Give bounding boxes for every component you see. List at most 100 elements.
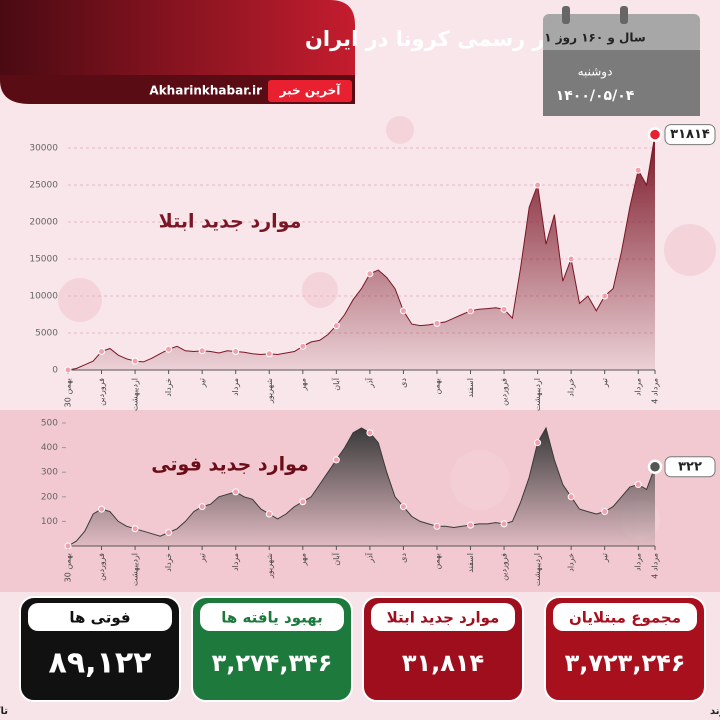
marker bbox=[64, 366, 72, 374]
x-tick-label: آبان bbox=[331, 552, 341, 566]
marker bbox=[634, 481, 642, 488]
x-tick-label: 4 مرداد bbox=[651, 378, 660, 404]
x-tick-label: اردیبهشت bbox=[533, 378, 542, 411]
marker bbox=[265, 350, 273, 358]
x-tick-label: فروردین bbox=[500, 378, 509, 406]
x-tick-label: تیر bbox=[198, 553, 207, 563]
x-tick-label: آذر bbox=[364, 377, 374, 388]
marker bbox=[198, 347, 206, 355]
y-tick-label: 200 bbox=[41, 492, 58, 502]
marker bbox=[64, 542, 72, 550]
header-strip bbox=[0, 75, 355, 104]
marker bbox=[299, 498, 307, 506]
x-tick-label: شهریور bbox=[265, 378, 274, 404]
chart-title: موارد جدید ابتلا bbox=[159, 211, 302, 233]
x-tick-label: 30 بهمن bbox=[64, 378, 73, 407]
x-tick-label: خرداد bbox=[567, 553, 576, 572]
marker bbox=[500, 305, 508, 313]
marker bbox=[634, 166, 642, 174]
marker bbox=[265, 510, 273, 518]
area-fill bbox=[68, 427, 655, 546]
x-tick-label: آذر bbox=[364, 552, 374, 563]
y-tick-label: 25000 bbox=[29, 181, 58, 191]
stat-value: ۳۱,۸۱۴ bbox=[402, 649, 484, 677]
x-tick-label: اسفند bbox=[466, 553, 475, 573]
marker bbox=[601, 508, 609, 516]
stat-label-box bbox=[200, 603, 344, 631]
marker bbox=[232, 348, 240, 355]
last-marker bbox=[647, 459, 663, 475]
marker bbox=[131, 525, 139, 533]
marker bbox=[399, 307, 407, 315]
y-tick-label: 300 bbox=[41, 468, 58, 478]
area-fill bbox=[68, 134, 655, 370]
x-tick-label: تیر bbox=[198, 378, 207, 388]
marker bbox=[366, 429, 374, 437]
y-tick-label: 400 bbox=[41, 443, 58, 453]
x-tick-label: مرداد bbox=[231, 553, 240, 571]
stat-label-box bbox=[553, 603, 697, 631]
x-tick-label: خرداد bbox=[567, 378, 576, 397]
stat-value: ۳,۷۲۳,۲۴۶ bbox=[565, 649, 686, 677]
y-tick-label: 0 bbox=[52, 366, 58, 376]
value-label: ۳۲۲ bbox=[678, 459, 702, 474]
marker bbox=[98, 348, 106, 355]
header-title: آمار رسمی کرونا در ایران bbox=[305, 26, 574, 51]
x-tick-label: مرداد bbox=[634, 553, 643, 571]
chart: 0 5000 10000 15000 20000 25000 30000 30 بهمن فرو… bbox=[29, 124, 716, 411]
value-label-box bbox=[664, 456, 716, 478]
x-tick-label: خرداد bbox=[164, 378, 173, 397]
x-tick-label: مهر bbox=[298, 378, 307, 391]
x-tick-label: 4 مرداد bbox=[651, 553, 660, 579]
marker bbox=[165, 345, 173, 353]
x-tick-label: اردیبهشت bbox=[533, 553, 542, 586]
marker bbox=[131, 357, 139, 365]
x-tick-label: تیر bbox=[600, 378, 609, 388]
x-tick-label: فروردین bbox=[500, 553, 509, 581]
x-tick-label: اسفند bbox=[466, 378, 475, 398]
x-tick-label: 30 بهمن bbox=[64, 553, 73, 582]
marker bbox=[467, 521, 475, 529]
marker bbox=[567, 493, 575, 501]
y-tick-label: 100 bbox=[41, 517, 58, 527]
stat-value: ۸۹,۱۲۲ bbox=[49, 646, 152, 681]
marker bbox=[433, 522, 441, 530]
y-tick-label: 20000 bbox=[29, 218, 58, 228]
stat-label-box bbox=[371, 603, 515, 631]
calendar-ring bbox=[620, 6, 628, 24]
marker bbox=[299, 342, 307, 350]
x-tick-label: شهریور bbox=[265, 553, 274, 579]
last-marker bbox=[647, 127, 663, 142]
calendar-body bbox=[543, 50, 700, 116]
stat-value: ۳,۲۷۴,۳۴۶ bbox=[212, 649, 333, 677]
x-tick-label: اردیبهشت bbox=[131, 553, 140, 586]
marker bbox=[165, 528, 173, 536]
calendar-date: ۱۴۰۰/۰۵/۰۴ bbox=[556, 88, 635, 104]
marker bbox=[332, 456, 340, 464]
calendar-top bbox=[543, 14, 700, 54]
marker bbox=[232, 488, 240, 496]
marker bbox=[198, 503, 206, 511]
y-tick-label: 15000 bbox=[29, 255, 58, 265]
marker bbox=[534, 439, 542, 447]
value-label: ۳۱۸۱۴ bbox=[670, 127, 710, 142]
marker bbox=[467, 307, 475, 315]
marker bbox=[567, 255, 575, 263]
x-tick-label: فروردین bbox=[97, 378, 106, 406]
stat-label: مجموع مبتلایان bbox=[569, 609, 681, 627]
x-tick-label: تیر bbox=[600, 553, 609, 563]
marker bbox=[500, 520, 508, 528]
marker bbox=[601, 292, 609, 300]
x-tick-label: دی bbox=[399, 553, 408, 563]
stat-label: بهبود یافته ها bbox=[221, 609, 323, 627]
value-label-box bbox=[664, 124, 716, 146]
y-tick-label: 5000 bbox=[35, 329, 58, 339]
stat-label: فوتی ها bbox=[69, 609, 130, 627]
site-url: Akharinkhabar.ir bbox=[149, 84, 262, 98]
x-tick-label: دی bbox=[399, 378, 408, 388]
y-tick-label: 10000 bbox=[29, 292, 58, 302]
calendar-duration: ۱ سال و ۱۶۰ روز bbox=[544, 31, 646, 46]
charts: 0 5000 10000 15000 20000 25000 30000 30 بهمن فرو… bbox=[29, 124, 716, 586]
